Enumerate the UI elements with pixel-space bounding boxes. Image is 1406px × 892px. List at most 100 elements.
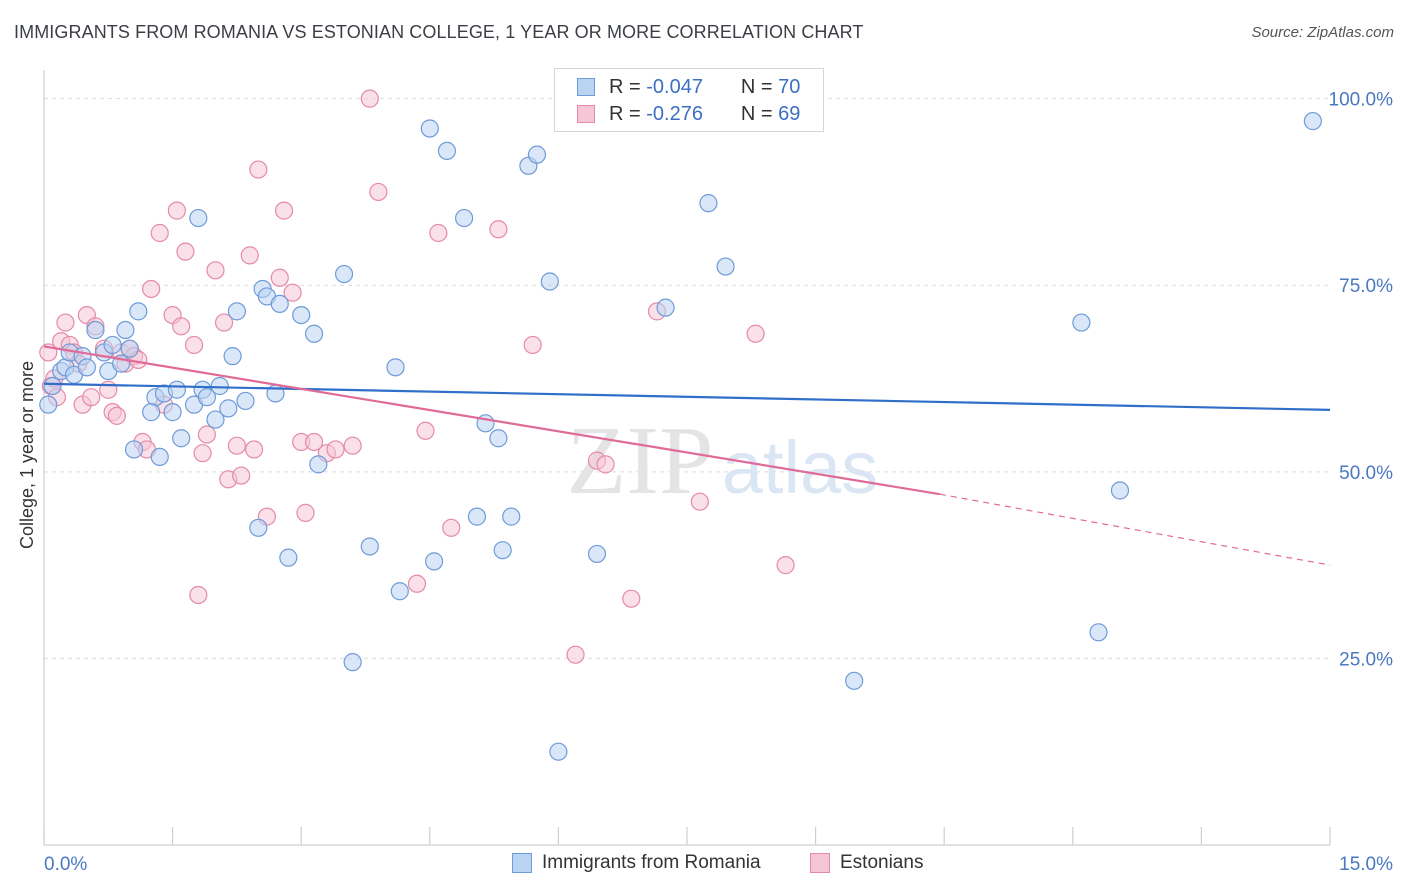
legend-r-label: R = (609, 75, 641, 98)
data-point-estonians (214, 313, 234, 332)
data-point-estonians (107, 406, 126, 425)
bottom-legend-swatch-pink (810, 853, 830, 873)
data-point-romania (172, 429, 191, 448)
tick-labels: 25.0% 50.0% 75.0% 100.0% 0.0% 15.0% (44, 90, 1393, 875)
data-point-romania (587, 544, 607, 564)
data-point-romania (189, 208, 208, 228)
data-point-estonians (167, 201, 186, 220)
data-point-estonians (274, 201, 294, 220)
data-point-estonians (296, 503, 315, 522)
data-point-romania (699, 194, 718, 213)
data-point-estonians (176, 242, 195, 261)
data-point-estonians (56, 313, 75, 332)
data-point-estonians (142, 279, 161, 299)
data-point-estonians (326, 440, 345, 459)
data-point-estonians (489, 220, 508, 239)
legend-n-value: 69 (778, 102, 801, 125)
data-point-romania (129, 302, 148, 321)
data-point-estonians (746, 324, 765, 343)
bottom-legend-swatch-blue (512, 853, 532, 873)
data-point-romania (120, 339, 139, 358)
data-point-romania (656, 298, 675, 317)
data-point-romania (223, 347, 242, 366)
data-point-romania (167, 380, 186, 399)
data-point-estonians (172, 317, 191, 336)
data-point-romania (1303, 111, 1322, 131)
trend-line-romania (43, 382, 1331, 411)
data-point-estonians (566, 645, 585, 664)
legend-swatch-pink (577, 105, 595, 123)
data-point-romania (467, 507, 487, 526)
bottom-legend-label: Estonians (840, 852, 924, 873)
y-tick-label: 50.0% (1339, 463, 1393, 484)
legend-row-romania: R = -0.047 N = 70 (577, 75, 800, 99)
data-point-estonians (343, 436, 362, 455)
data-point-estonians (270, 268, 289, 287)
series-estonians (39, 89, 795, 664)
legend-n-label: N = (740, 75, 773, 98)
legend-n-value: 70 (778, 75, 801, 98)
data-point-romania (386, 358, 405, 377)
data-point-romania (206, 410, 225, 429)
data-point-romania (39, 395, 58, 414)
bottom-legend-label: Immigrants from Romania (542, 852, 761, 873)
chart-title: IMMIGRANTS FROM ROMANIA VS ESTONIAN COLL… (14, 22, 864, 42)
data-point-estonians (776, 556, 795, 575)
data-point-romania (845, 671, 864, 690)
data-point-estonians (82, 388, 101, 407)
data-point-estonians (206, 261, 225, 280)
data-point-estonians (523, 335, 542, 355)
trend-line-estonians-extension (939, 493, 1331, 566)
data-point-romania (489, 429, 508, 448)
data-point-romania (424, 552, 444, 571)
data-point-romania (142, 403, 161, 422)
y-tick-label: 100.0% (1329, 90, 1394, 111)
data-point-romania (219, 399, 238, 418)
data-point-estonians (99, 380, 118, 399)
data-point-romania (502, 507, 521, 526)
source-credit: Source: ZipAtlas.com (1251, 24, 1394, 41)
data-point-romania (390, 582, 409, 601)
data-point-romania (236, 391, 255, 411)
axes (43, 70, 1331, 846)
data-point-romania (292, 305, 311, 325)
y-tick-label: 75.0% (1339, 276, 1393, 297)
x-tick-label: 0.0% (44, 854, 87, 875)
data-point-romania (343, 653, 362, 672)
data-point-romania (163, 403, 182, 422)
data-point-romania (309, 455, 328, 474)
data-point-romania (304, 324, 324, 343)
data-point-estonians (596, 455, 615, 474)
bottom-legend-estonians: Estonians (810, 852, 923, 874)
data-point-estonians (232, 466, 251, 485)
data-point-romania (1089, 623, 1108, 642)
data-point-romania (437, 141, 457, 161)
data-point-estonians (150, 223, 169, 243)
legend-row-estonians: R = -0.276 N = 69 (577, 102, 800, 126)
data-point-estonians (184, 335, 204, 355)
data-point-estonians (240, 246, 259, 265)
data-point-romania (227, 302, 246, 321)
bottom-legend-romania: Immigrants from Romania (512, 852, 761, 874)
data-point-romania (716, 257, 735, 276)
legend-r-value: -0.276 (646, 102, 703, 125)
y-tick-label: 25.0% (1339, 649, 1393, 670)
data-point-estonians (407, 574, 427, 593)
data-point-estonians (197, 425, 216, 444)
data-point-estonians (227, 436, 246, 455)
data-point-romania (360, 537, 379, 556)
data-point-romania (540, 272, 559, 291)
data-point-estonians (690, 492, 709, 511)
data-point-romania (334, 264, 354, 284)
data-point-estonians (360, 89, 379, 108)
data-point-romania (197, 388, 216, 407)
data-point-romania (77, 358, 96, 377)
legend-r-value: -0.047 (646, 75, 703, 98)
data-point-estonians (193, 444, 212, 463)
data-point-romania (279, 548, 298, 567)
data-point-estonians (622, 589, 641, 608)
data-point-estonians (283, 283, 302, 302)
legend-r-label: R = (609, 102, 641, 125)
data-point-estonians (369, 182, 388, 202)
